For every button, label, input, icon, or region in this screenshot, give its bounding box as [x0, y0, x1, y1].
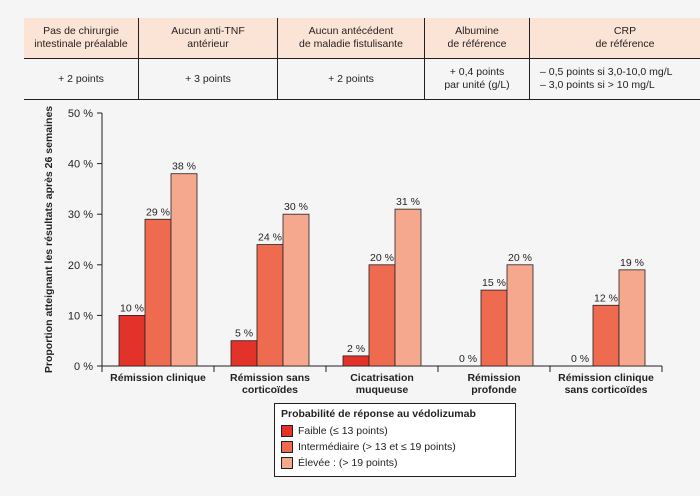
bar-value-label: 38 % [172, 161, 196, 173]
bar-value-label: 2 % [347, 343, 365, 355]
x-category-label: sans corticoïdes [565, 384, 648, 396]
score-value-line: + 2 points [328, 72, 374, 85]
bar [506, 264, 534, 367]
x-category-label: profonde [471, 384, 517, 396]
x-category-label: corticoïdes [242, 384, 298, 396]
legend-item: Intermédiaire (> 13 et ≤ 19 points) [281, 439, 509, 455]
score-value-line: + 3 points [185, 72, 231, 85]
bar [394, 208, 422, 367]
bar-value-label: 31 % [396, 196, 420, 208]
score-header-5: CRP de référence [529, 18, 700, 59]
bar-value-label: 0 % [571, 353, 589, 365]
score-value-line: par unité (g/L) [444, 79, 510, 91]
bar-value-label: 0 % [459, 353, 477, 365]
score-header-1: Pas de chirurgie intestinale préalable [24, 18, 139, 59]
bar-value-label: 10 % [120, 302, 144, 314]
score-value-line: + 0,4 points [449, 66, 505, 78]
score-value-3: + 2 points [277, 58, 425, 100]
legend-label: Intermédiaire (> 13 et ≤ 19 points) [298, 441, 456, 453]
x-category-label: Rémission sans [230, 372, 310, 384]
legend-label: Faible (≤ 13 points) [298, 425, 388, 437]
x-category-label: Rémission clinique [558, 372, 654, 384]
score-header-line: de référence [595, 38, 655, 50]
legend-swatch [281, 441, 293, 453]
legend-label: Élevée : (> 19 points) [298, 457, 398, 469]
legend-items: Faible (≤ 13 points) Intermédiaire (> 13 … [281, 423, 509, 471]
score-table-value-row: + 2 points + 3 points + 2 points + 0,4 poin… [24, 58, 700, 100]
bar-value-label: 12 % [594, 292, 618, 304]
score-value-1: + 2 points [24, 58, 139, 100]
score-header-2: Aucun anti-TNF antérieur [138, 18, 278, 59]
score-header-line: antérieur [187, 38, 229, 50]
bar [480, 289, 508, 367]
legend-item: Élevée : (> 19 points) [281, 455, 509, 471]
score-header-line: Albumine [455, 25, 499, 37]
bar [618, 269, 646, 367]
x-category-label: Rémission clinique [110, 372, 206, 384]
chart-legend: Probabilité de réponse au védolizumab Fa… [274, 403, 516, 477]
score-value-4: + 0,4 points par unité (g/L) [424, 58, 530, 100]
y-tick-label: 40 % [68, 159, 93, 171]
score-header-line: de référence [447, 38, 507, 50]
score-value-2: + 3 points [138, 58, 278, 100]
y-tick-label: 50 % [68, 108, 93, 120]
score-table-header-row: Pas de chirurgie intestinale préalable Auc… [24, 18, 700, 59]
bar [592, 304, 620, 367]
y-tick-label: 0 % [74, 361, 93, 373]
score-value-5: – 0,5 points si 3,0-10,0 mg/L – 3,0 point… [529, 58, 700, 100]
y-axis-title: Proportion atteignant les résultats aprè… [43, 106, 55, 373]
bar-value-label: 30 % [284, 201, 308, 213]
score-value-line: – 3,0 points si > 10 mg/L [540, 79, 655, 91]
score-value-line: + 2 points [58, 72, 104, 85]
score-header-4: Albumine de référence [424, 18, 530, 59]
bar [342, 355, 370, 367]
y-tick-label: 20 % [68, 260, 93, 272]
bar-value-label: 15 % [482, 277, 506, 289]
score-header-line: intestinale préalable [34, 38, 128, 50]
score-header-line: Aucun antécédent [308, 25, 394, 37]
bar [368, 264, 396, 367]
x-category-label: Cicatrisation [350, 372, 414, 384]
bar [230, 340, 258, 367]
bar [144, 218, 172, 367]
bar-value-label: 20 % [370, 252, 394, 264]
score-header-line: de maladie fistulisante [299, 38, 403, 50]
bar-value-label: 24 % [258, 232, 282, 244]
score-header-line: Pas de chirurgie [43, 25, 119, 37]
legend-item: Faible (≤ 13 points) [281, 423, 509, 439]
bar-value-label: 5 % [235, 328, 253, 340]
y-tick-label: 10 % [68, 310, 93, 322]
bar [118, 314, 146, 367]
bar-value-label: 19 % [620, 257, 644, 269]
score-table: Pas de chirurgie intestinale préalable Auc… [24, 18, 700, 100]
x-category-label: muqueuse [356, 384, 409, 396]
x-category-label: Rémission [467, 372, 520, 384]
bar-value-label: 29 % [146, 206, 170, 218]
score-header-3: Aucun antécédent de maladie fistulisante [277, 18, 425, 59]
score-value-line: – 0,5 points si 3,0-10,0 mg/L [540, 66, 673, 78]
bar [170, 173, 198, 367]
score-header-line: Aucun anti-TNF [171, 25, 245, 37]
bar [256, 244, 284, 367]
score-header-line: CRP [613, 25, 637, 37]
bar-value-label: 20 % [508, 252, 532, 264]
legend-title: Probabilité de réponse au védolizumab [281, 408, 476, 420]
bar [282, 213, 310, 367]
legend-swatch [281, 425, 293, 437]
legend-swatch [281, 457, 293, 469]
y-tick-label: 30 % [68, 209, 93, 221]
